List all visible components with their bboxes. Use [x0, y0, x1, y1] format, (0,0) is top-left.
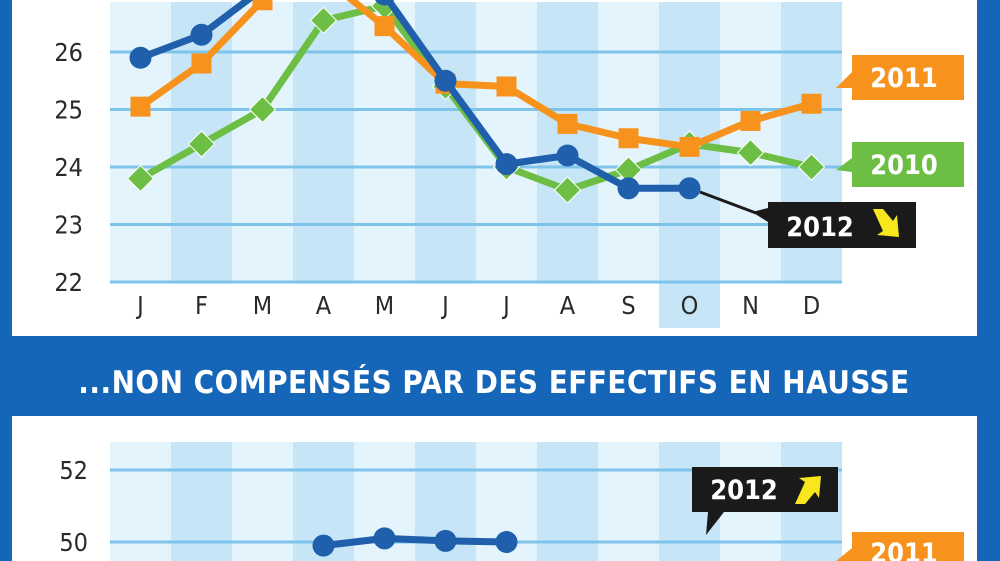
top-column-5: [415, 2, 476, 282]
label-2012-bottom: 2012: [692, 467, 838, 535]
series-2011-point-1: [191, 53, 212, 74]
bottom-series-2012: [312, 527, 518, 557]
label-2011-box: [852, 55, 964, 100]
top-y-tick-25: 25: [54, 96, 83, 125]
series-2012-point-0: [129, 46, 152, 69]
bottom-series-2012-line: [320, 534, 510, 550]
label-2012-top-text: 2012: [786, 212, 854, 243]
bottom-y-tick-50: 50: [59, 528, 88, 557]
series-2012: [129, 0, 701, 200]
series-2011: [130, 0, 822, 157]
bottom-chart-series-labels: 2012 2011: [692, 467, 964, 561]
top-x-tick-4: M: [375, 291, 394, 320]
series-2011-point-8: [618, 128, 639, 149]
series-2012-point-1: [190, 23, 213, 46]
top-column-0: [110, 2, 171, 282]
bottom-chart-title: ...NON COMPENSÉS PAR DES EFFECTIFS EN HA…: [78, 365, 909, 401]
bottom-series-2012-point-4: [373, 527, 396, 550]
series-2011-point-0: [130, 96, 151, 117]
series-2010-point-10: [736, 138, 765, 167]
top-column-3: [293, 2, 354, 282]
top-column-7: [537, 2, 598, 282]
series-2010-point-2: [248, 95, 277, 124]
series-2011-point-11: [801, 93, 822, 114]
top-x-tick-6: J: [501, 291, 510, 320]
label-2011-bottom-box: [852, 532, 964, 561]
top-y-tick-22: 22: [54, 268, 83, 297]
top-x-tick-1: F: [195, 291, 208, 320]
top-x-tick-11: D: [803, 291, 820, 320]
label-2012-top-arrow-icon: [873, 209, 899, 237]
top-x-tick-5: J: [440, 291, 449, 320]
series-2011-point-7: [557, 113, 578, 134]
series-2012-point-7: [556, 144, 579, 167]
label-2011-pointer: [836, 72, 852, 88]
series-2010-point-0: [126, 164, 155, 193]
top-chart-series: [126, 0, 826, 204]
top-column-2: [232, 2, 293, 282]
top-chart-series-labels: 2011 2010 2012: [699, 55, 964, 248]
top-x-tick-9: O: [681, 291, 699, 320]
label-2011-bottom-pointer: [836, 548, 852, 561]
bottom-chart-series: [312, 527, 518, 557]
top-x-tick-10: N: [742, 291, 759, 320]
top-y-tick-24: 24: [54, 153, 83, 182]
top-highlight-column: [659, 282, 720, 328]
top-y-tick-23: 23: [54, 211, 83, 240]
series-2012-point-5: [434, 69, 457, 92]
series-2010-point-11: [797, 153, 826, 181]
series-2012-point-9: [678, 177, 701, 200]
label-2011-bottom-text: 2011: [870, 538, 938, 561]
label-2012-bottom-arrow-icon: [795, 476, 821, 504]
top-x-tick-0: J: [135, 291, 144, 320]
label-2010: 2010: [836, 142, 964, 187]
label-2010-box: [852, 142, 964, 187]
bottom-series-2012-point-5: [434, 529, 457, 552]
series-2011-point-10: [740, 111, 761, 131]
bottom-series-2012-point-6: [495, 531, 518, 553]
top-x-tick-7: A: [560, 291, 576, 320]
top-y-tick-26: 26: [54, 38, 83, 67]
series-2010-point-1: [187, 130, 216, 158]
top-x-tick-2: M: [253, 291, 272, 320]
top-x-tick-3: A: [316, 291, 332, 320]
series-2010-point-3: [309, 6, 338, 35]
series-2011-point-6: [496, 76, 517, 97]
label-2012-bottom-text: 2012: [710, 475, 778, 506]
label-2011: 2011: [836, 55, 964, 100]
label-2010-pointer: [836, 158, 852, 172]
label-2011-text: 2011: [870, 63, 938, 94]
series-2012-point-4: [374, 0, 395, 6]
label-2010-text: 2010: [870, 150, 938, 181]
top-chart-y-axis: 22 23 24 25 26: [54, 38, 83, 297]
bottom-series-2012-point-3: [312, 534, 335, 557]
label-2011-bottom: 2011: [836, 532, 964, 561]
label-2012-top-leader: [699, 190, 757, 215]
series-2011-line: [137, 0, 815, 151]
series-2011-point-4: [374, 16, 395, 37]
series-2011-point-9: [679, 136, 700, 157]
series-2012-point-8: [617, 177, 640, 200]
series-2010-point-7: [553, 176, 582, 204]
bottom-chart-y-axis: 50 52: [59, 456, 88, 557]
top-x-tick-8: S: [621, 291, 635, 320]
top-chart-gridlines: [110, 50, 842, 284]
bottom-y-tick-52: 52: [59, 456, 88, 485]
label-2012-bottom-pointer: [706, 512, 724, 535]
series-2012-line: [137, 0, 693, 192]
series-2011-point-2: [252, 0, 273, 11]
series-2012-point-6: [495, 153, 518, 176]
label-2012-top: 2012: [699, 190, 916, 248]
